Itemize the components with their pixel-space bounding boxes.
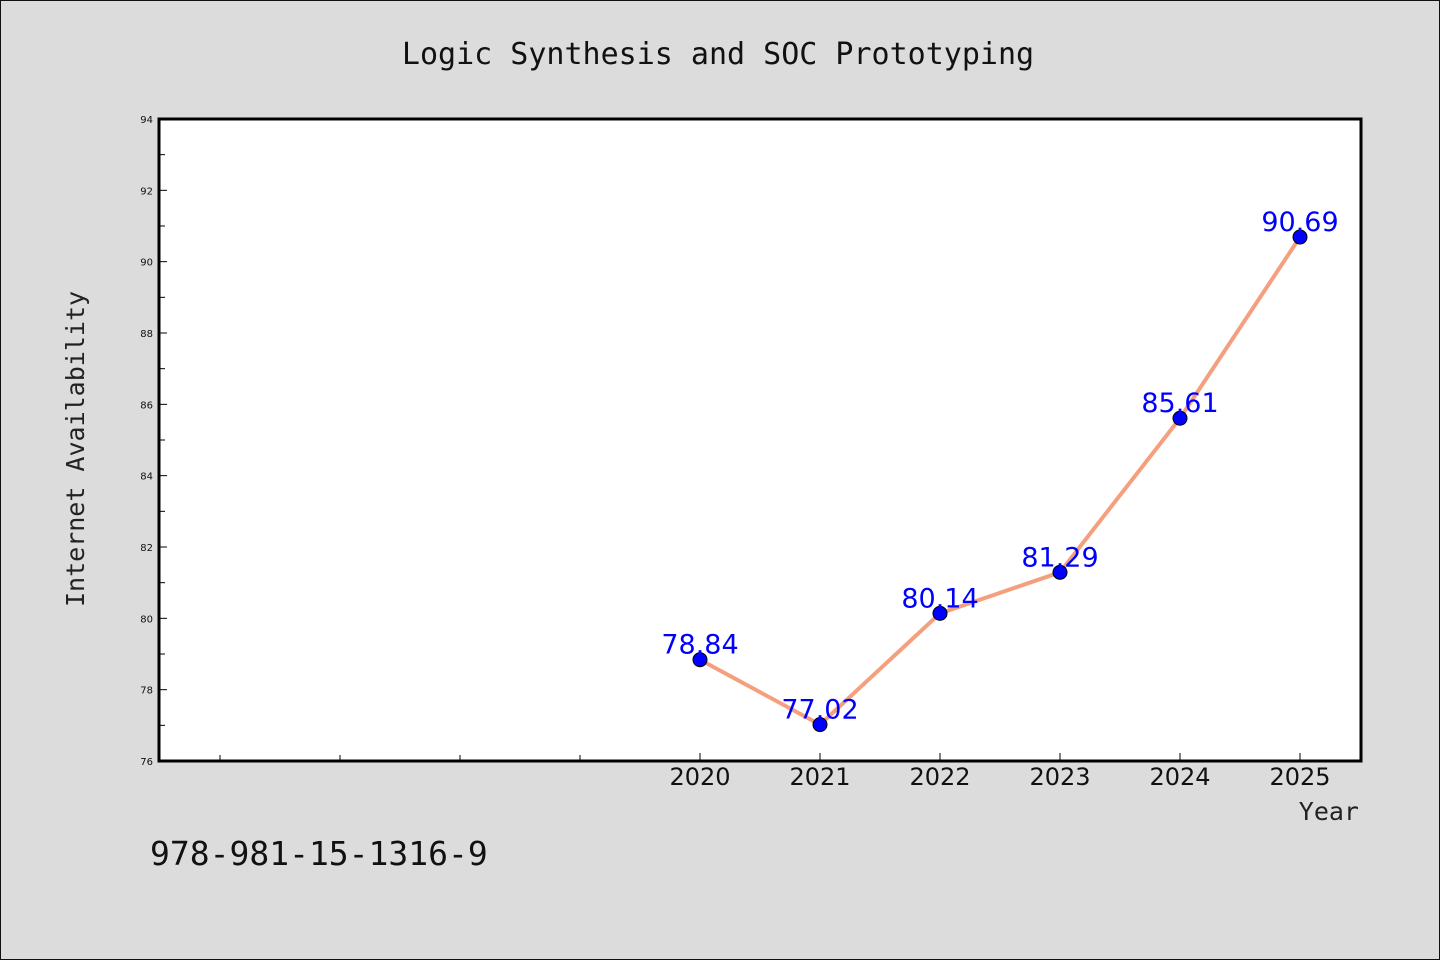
y-tick-label: 78 bbox=[140, 686, 153, 697]
y-tick-label: 76 bbox=[140, 757, 153, 768]
data-point bbox=[932, 605, 948, 621]
x-tick-label: 2023 bbox=[1029, 763, 1090, 791]
data-point bbox=[812, 717, 828, 733]
data-label: 81.29 bbox=[1021, 542, 1098, 573]
y-tick-label: 92 bbox=[140, 186, 153, 197]
isbn-footnote: 978-981-15-1316-9 bbox=[150, 834, 488, 873]
x-tick-label: 2022 bbox=[909, 763, 970, 791]
chart-title: Logic Synthesis and SOC Prototyping bbox=[402, 37, 1034, 72]
series-line bbox=[699, 235, 1302, 727]
y-tick-label: 94 bbox=[140, 115, 153, 126]
x-axis: 2020 2021 2022 2023 2024 2025 bbox=[219, 753, 1331, 791]
y-tick-label: 88 bbox=[140, 329, 153, 340]
y-tick-label: 84 bbox=[140, 472, 153, 483]
y-tick-label: 86 bbox=[140, 400, 153, 411]
y-tick-label: 80 bbox=[140, 614, 153, 625]
x-tick-label: 2025 bbox=[1269, 763, 1330, 791]
y-axis-title: Internet Availability bbox=[61, 291, 90, 607]
series-line-group: 78.84 77.02 80.14 81.29 85.61 90.69 bbox=[661, 207, 1339, 733]
y-axis: 76 78 80 82 84 86 88 90 92 94 bbox=[140, 115, 167, 768]
data-label: 85.61 bbox=[1141, 388, 1218, 419]
x-tick-label: 2021 bbox=[789, 763, 850, 791]
data-point bbox=[1292, 229, 1308, 245]
x-tick-label: 2024 bbox=[1149, 763, 1210, 791]
data-point bbox=[1052, 564, 1068, 580]
data-point bbox=[692, 652, 708, 668]
data-label: 80.14 bbox=[901, 583, 978, 614]
x-tick-label: 2020 bbox=[669, 763, 730, 791]
data-label: 78.84 bbox=[661, 630, 738, 661]
data-point bbox=[1172, 410, 1188, 426]
y-tick-label: 82 bbox=[140, 543, 153, 554]
data-label: 90.69 bbox=[1261, 207, 1338, 238]
plot-area bbox=[157, 117, 1363, 763]
x-axis-title: Year bbox=[1299, 797, 1359, 826]
data-label: 77.02 bbox=[781, 695, 858, 726]
y-tick-label: 90 bbox=[140, 258, 153, 269]
